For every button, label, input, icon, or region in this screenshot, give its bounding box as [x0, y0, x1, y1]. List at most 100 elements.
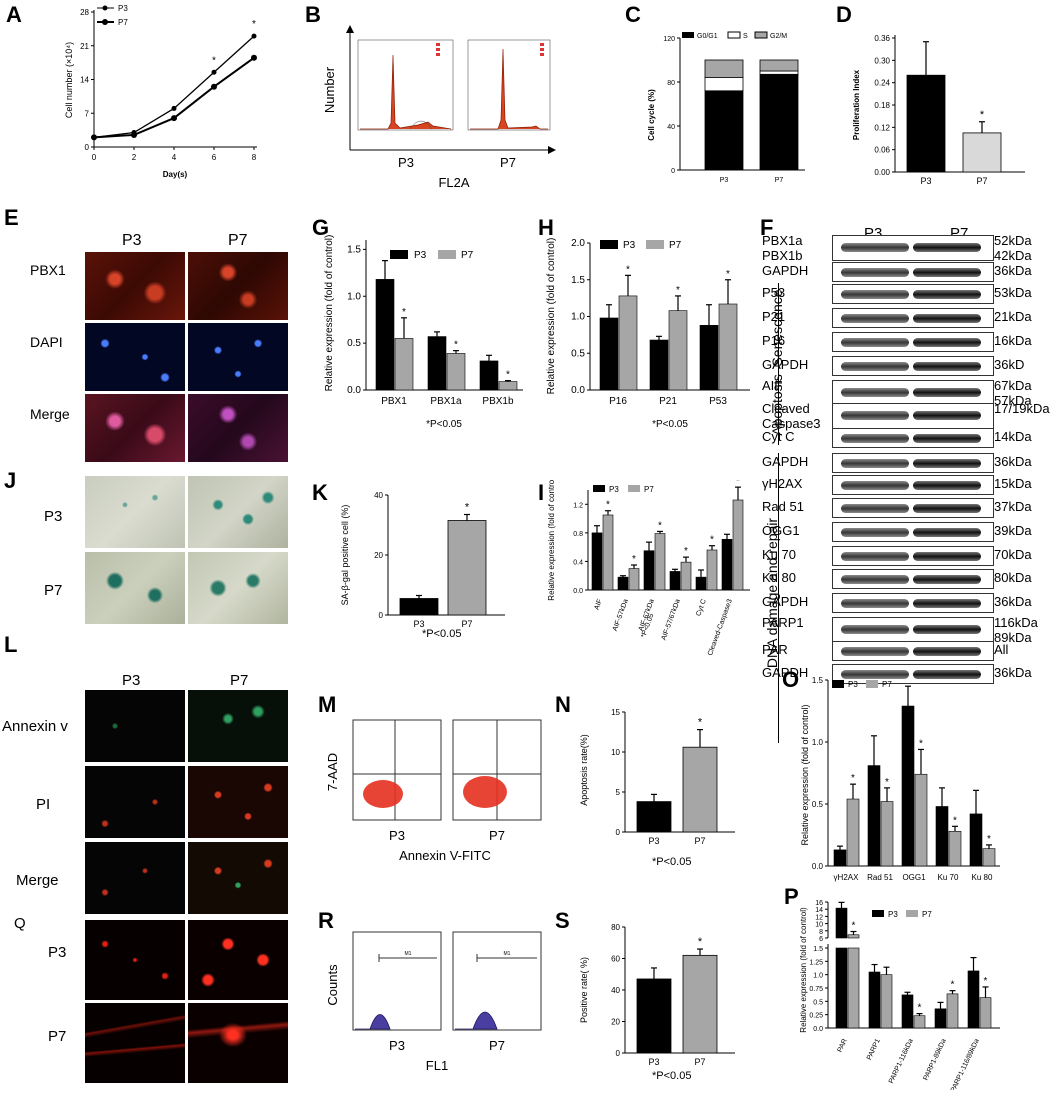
- band-p3: [841, 599, 909, 608]
- blot-row: [832, 308, 994, 328]
- sig-star: *: [632, 554, 636, 565]
- sig-star: *: [987, 834, 991, 845]
- blot-size-label: 80kDa: [994, 570, 1032, 585]
- band-p7: [913, 504, 981, 513]
- x-category-label: P53: [709, 396, 727, 407]
- bar-p3: [591, 532, 603, 591]
- gate-label-p3: M1: [405, 951, 412, 957]
- panel-g-ylabel: Relative expression (fold of control): [324, 235, 335, 392]
- x-category-label: PBX1b: [482, 396, 514, 407]
- blot-protein-label: AIF: [762, 378, 783, 393]
- bar-p3: [669, 571, 681, 591]
- bar-p7: [913, 1015, 926, 1029]
- y-tick-label: 0: [85, 143, 90, 152]
- bar-p7: [446, 353, 466, 391]
- bar-p7: [654, 533, 666, 591]
- blot-protein-label: OGG1: [762, 523, 800, 538]
- y-tick-label: 1.0: [813, 973, 823, 980]
- band-p3: [841, 528, 909, 537]
- x-category-label: Rad 51: [867, 873, 893, 882]
- y-tick-label: 40: [667, 124, 675, 131]
- panel-g-sig-note: *P<0.05: [426, 419, 462, 430]
- panel-label-o: O: [782, 667, 800, 692]
- stack-s: [704, 77, 744, 92]
- y-tick-label: 0.25: [809, 1013, 823, 1020]
- y-tick-label: 1.5: [813, 946, 823, 953]
- panel-a-xlabel: Day(s): [163, 170, 188, 179]
- panel-o-ylabel: Relative expression (fold of control): [800, 704, 810, 845]
- blot-row: [832, 546, 994, 566]
- band-p7: [913, 459, 981, 468]
- point-p7: [251, 54, 257, 61]
- bar-p7: [668, 310, 688, 391]
- sig-star: *: [980, 109, 985, 121]
- micrograph-l-annexin-p7: [188, 690, 288, 762]
- panel-h-ylabel: Relative expression (fold of control): [546, 238, 557, 395]
- y-tick-label: 8: [819, 929, 823, 936]
- blot-size-label: 36kD: [994, 357, 1025, 372]
- legend-swatch-s: [727, 31, 741, 39]
- bar-p3: [636, 978, 672, 1054]
- y-tick-label: 1.2: [573, 502, 583, 509]
- x-category-label: P3: [648, 836, 659, 846]
- y-tick-label: 1.0: [812, 738, 824, 747]
- blot-row: [832, 498, 994, 518]
- band-p7: [913, 388, 981, 397]
- panel-q-row-p3: P3: [48, 944, 67, 961]
- point-p3: [251, 33, 257, 39]
- panel-label-h: H: [538, 215, 554, 240]
- y-tick-label: 0.12: [874, 123, 890, 132]
- panel-o-legend-p3: P3: [848, 680, 858, 689]
- micrograph-l-merge-p3: [85, 842, 185, 914]
- blot-protein-label: Cleaved Caspase3: [762, 401, 821, 431]
- panel-c-legend-g0g1: G0/G1: [697, 33, 718, 40]
- panel-label-s: S: [555, 908, 570, 933]
- panel-j-row-p3: P3: [44, 508, 63, 525]
- panel-a-ylabel: Cell number (×10⁴): [64, 42, 74, 118]
- micrograph-j-p3-a: [85, 476, 185, 548]
- sig-star: *: [951, 980, 955, 991]
- histogram-r-p3-peak: [355, 1014, 391, 1030]
- panel-label-g: G: [312, 215, 330, 240]
- micrograph-l-merge-p7: [188, 842, 288, 914]
- bar-p7: [447, 520, 487, 616]
- y-tick-label: 40: [374, 491, 383, 500]
- bar-p3: [695, 576, 707, 591]
- panel-n-chart: 0 5 10 15 P3 P7 * Apoptosis rate(%): [579, 708, 735, 846]
- blot-row: [832, 332, 994, 352]
- x-category-label: AIF: [594, 598, 604, 611]
- x-category-label: P7: [775, 177, 784, 184]
- bar-p7: [680, 561, 692, 591]
- x-tick-label: 4: [172, 153, 177, 162]
- y-tick-label: 0.0: [812, 862, 824, 871]
- sig-star: *: [726, 269, 730, 280]
- panel-n-sig-note: *P<0.05: [652, 856, 692, 868]
- y-tick-label: 0.00: [874, 168, 890, 177]
- sig-star: *: [851, 773, 855, 784]
- bar-p3-lower: [835, 947, 848, 1029]
- stack-g0g1: [759, 73, 799, 171]
- micrograph-q-p3-a: [85, 920, 185, 1000]
- panel-label-b: B: [305, 2, 321, 27]
- legend-marker-p3: [102, 5, 108, 11]
- bar-p3: [967, 970, 980, 1029]
- x-category-label: PBX1a: [430, 396, 462, 407]
- panel-m-xlabel: Annexin V-FITC: [399, 848, 491, 863]
- sig-star: *: [212, 55, 216, 66]
- band-p3: [841, 268, 909, 277]
- micrograph-e-dapi-p3: [85, 323, 185, 391]
- y-tick-label: 28: [80, 8, 89, 17]
- histogram-r-p7-peak: [455, 1011, 498, 1030]
- x-tick-label: 6: [212, 153, 217, 162]
- x-tick-label: 0: [92, 153, 97, 162]
- panel-label-a: A: [6, 2, 22, 27]
- panel-c-ylabel: Cell cycle (%): [647, 89, 656, 141]
- panel-label-m: M: [318, 692, 337, 717]
- bar-p7: [682, 954, 718, 1054]
- y-tick-label: 0.30: [874, 56, 890, 65]
- y-tick-label: 14: [80, 76, 89, 85]
- blot-size-label: 70kDa: [994, 547, 1032, 562]
- blot-protein-label: GAPDH: [762, 594, 809, 609]
- sig-star: *: [402, 307, 406, 318]
- sig-star: *: [626, 264, 630, 275]
